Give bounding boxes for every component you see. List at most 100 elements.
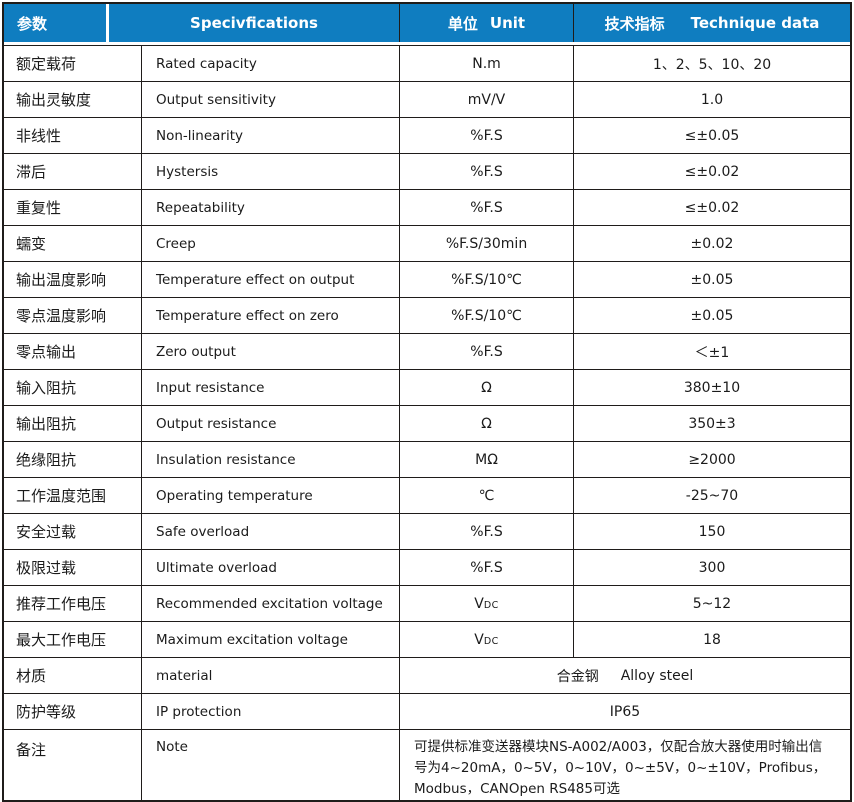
unit-cell: %F.S [399,154,573,189]
unit-subscript: DC [483,599,499,611]
param-en: Output sensitivity [141,82,399,117]
table-row-material: 材质 material 合金钢 Alloy steel [4,657,850,693]
value-cell: 1、2、5、10、20 [573,46,850,81]
param-cn: 安全过载 [16,523,77,541]
param-en: Rated capacity [141,46,399,81]
table-row-ultimate-overload: 极限过载 Ultimate overload %F.S 300 [4,549,850,585]
param-en: material [141,658,399,693]
header-unit-en: Unit [489,14,526,32]
unit-text: %F.S/30min [445,235,528,252]
unit-text: V [474,631,484,648]
unit-text: %F.S [470,127,503,144]
param-en: Creep [141,226,399,261]
param-cn: 输出阻抗 [16,415,77,433]
param-cn: 输出温度影响 [16,271,107,289]
value-cell: 300 [573,550,850,585]
table-row-ip-protection: 防护等级 IP protection IP65 [4,693,850,729]
unit-text: %F.S/10℃ [451,307,522,324]
param-cn: 输出灵敏度 [16,91,92,109]
unit-text: %F.S [470,163,503,180]
unit-text: %F.S [470,559,503,576]
header-param: 参数 [4,4,106,42]
param-en: Repeatability [141,190,399,225]
value-cell: 350±3 [573,406,850,441]
param-en: IP protection [141,694,399,729]
table-row-temp-effect-output: 输出温度影响 Temperature effect on output %F.S… [4,261,850,297]
table-row-output-resistance: 输出阻抗 Output resistance Ω 350±3 [4,405,850,441]
header-unit-cn: 单位 [447,14,478,33]
param-en: Maximum excitation voltage [141,622,399,657]
unit-cell: V DC [399,586,573,621]
param-cn: 重复性 [16,199,62,217]
value-cell: 1.0 [573,82,850,117]
value-cell: ＜±1 [573,334,850,369]
value-cell: 150 [573,514,850,549]
param-cn: 输入阻抗 [16,379,77,397]
param-cn: 推荐工作电压 [16,595,107,613]
table-row-maximum-voltage: 最大工作电压 Maximum excitation voltage V DC 18 [4,621,850,657]
unit-text: ℃ [478,487,495,504]
table-row-non-linearity: 非线性 Non-linearity %F.S ≤±0.05 [4,117,850,153]
table-row-creep: 蠕变 Creep %F.S/30min ±0.02 [4,225,850,261]
table-row-operating-temperature: 工作温度范围 Operating temperature ℃ -25~70 [4,477,850,513]
table-row-input-resistance: 输入阻抗 Input resistance Ω 380±10 [4,369,850,405]
value-cell: ≤±0.02 [573,154,850,189]
table-row-output-sensitivity: 输出灵敏度 Output sensitivity mV/V 1.0 [4,81,850,117]
material-value-cn: 合金钢 [556,668,599,685]
value-cell: ±0.02 [573,226,850,261]
param-en: Hystersis [141,154,399,189]
table-row-safe-overload: 安全过载 Safe overload %F.S 150 [4,513,850,549]
param-cn: 非线性 [16,127,62,145]
header-tech-en: Technique data [690,14,820,32]
param-cn: 极限过载 [16,559,77,577]
param-en: Ultimate overload [141,550,399,585]
param-cn: 绝缘阻抗 [16,451,77,469]
value-cell: 5~12 [573,586,850,621]
param-cn: 零点输出 [16,343,77,361]
unit-cell: %F.S/30min [399,226,573,261]
param-cn: 材质 [16,667,47,685]
param-en: Insulation resistance [141,442,399,477]
unit-text: mV/V [467,91,506,108]
unit-cell: ℃ [399,478,573,513]
value-cell: ≤±0.02 [573,190,850,225]
table-row-temp-effect-zero: 零点温度影响 Temperature effect on zero %F.S/1… [4,297,850,333]
unit-text: %F.S [470,343,503,360]
unit-cell: N.m [399,46,573,81]
param-cn: 滞后 [16,163,47,181]
unit-cell: mV/V [399,82,573,117]
table-row-repeatability: 重复性 Repeatability %F.S ≤±0.02 [4,189,850,225]
param-en: Note [141,730,399,800]
material-value-en: Alloy steel [620,667,694,684]
param-cn: 额定载荷 [16,55,77,73]
param-en: Safe overload [141,514,399,549]
value-cell: 18 [573,622,850,657]
param-en: Zero output [141,334,399,369]
unit-text: Ω [481,415,492,432]
param-cn: 备注 [16,741,47,759]
value-cell: ≥2000 [573,442,850,477]
unit-text: MΩ [475,451,498,468]
note-value-cell: 可提供标准变送器模块NS-A002/A003，仅配合放大器使用时输出信号为4~2… [399,730,850,800]
param-en: Non-linearity [141,118,399,153]
param-cn: 防护等级 [16,703,77,721]
ip-value-cell: IP65 [399,694,850,729]
table-row-note: 备注 Note 可提供标准变送器模块NS-A002/A003，仅配合放大器使用时… [4,729,850,800]
param-cn: 工作温度范围 [16,487,107,505]
unit-subscript: DC [483,635,499,647]
unit-text: %F.S [470,523,503,540]
header-specifications: Specivfications [109,4,399,42]
unit-text: Ω [481,379,492,396]
param-cn: 最大工作电压 [16,631,107,649]
unit-cell: MΩ [399,442,573,477]
unit-cell: %F.S [399,190,573,225]
table-row-rated-capacity: 额定载荷 Rated capacity N.m 1、2、5、10、20 [4,45,850,81]
unit-text: %F.S/10℃ [451,271,522,288]
unit-text: N.m [472,55,501,72]
value-cell: ≤±0.05 [573,118,850,153]
param-en: Temperature effect on output [141,262,399,297]
unit-cell: Ω [399,370,573,405]
param-cn: 零点温度影响 [16,307,107,325]
table-row-zero-output: 零点输出 Zero output %F.S ＜±1 [4,333,850,369]
param-cn: 蠕变 [16,235,47,253]
